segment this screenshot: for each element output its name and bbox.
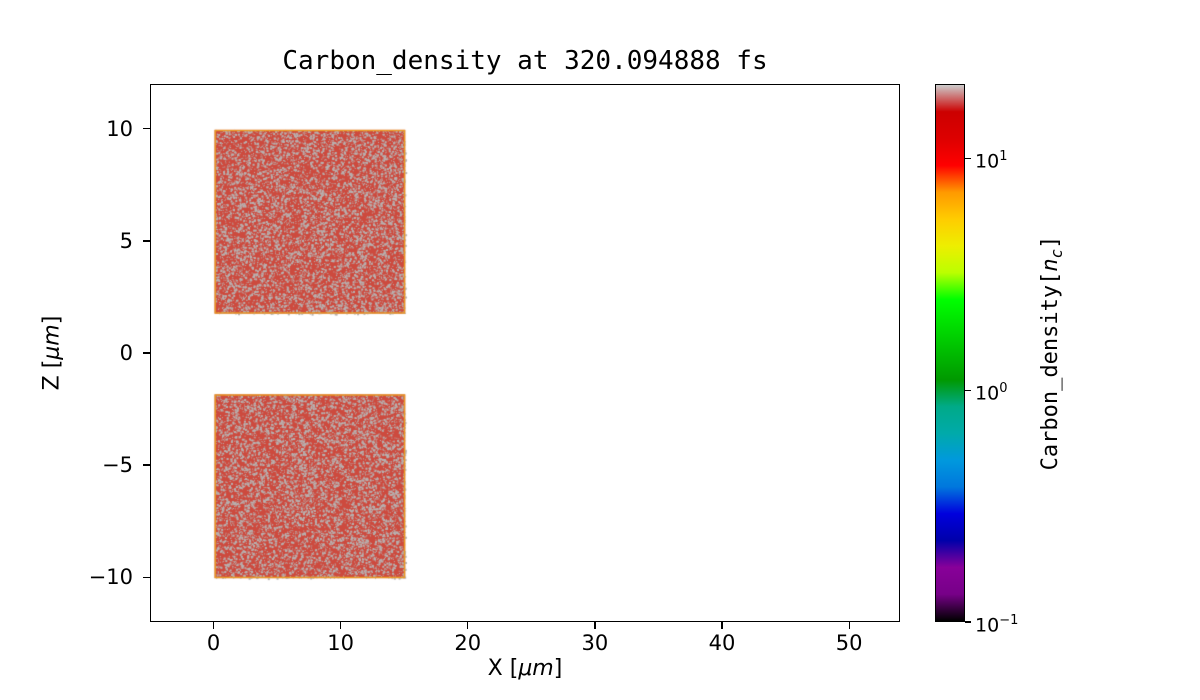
- x-tick: [848, 622, 850, 629]
- x-tick-label: 40: [708, 631, 736, 655]
- x-tick-label: 30: [581, 631, 609, 655]
- y-tick-label: −10: [88, 565, 133, 590]
- x-tick: [721, 622, 723, 629]
- y-tick-label: 5: [119, 228, 133, 253]
- colorbar-label: Carbon_density[nc]: [1038, 236, 1066, 471]
- colorbar-tick: [965, 621, 971, 623]
- x-tick: [594, 622, 596, 629]
- density-heatmap-canvas: [151, 85, 899, 621]
- y-tick-label: 0: [119, 341, 133, 365]
- y-axis-label-post: ]: [39, 315, 65, 325]
- y-tick: [143, 128, 150, 130]
- plot-area: [150, 84, 900, 622]
- colorbar-label-math: n: [1037, 258, 1063, 272]
- colorbar-tick-mantissa: 10: [975, 150, 1000, 173]
- y-tick-label: 10: [106, 116, 133, 141]
- x-tick-label: 20: [454, 631, 482, 655]
- x-tick: [467, 622, 469, 629]
- y-tick-label: −5: [102, 453, 133, 478]
- colorbar-tick-mantissa: 10: [975, 382, 1000, 405]
- y-tick: [143, 464, 150, 466]
- colorbar-tick: [965, 157, 971, 159]
- colorbar-tick-label: 100: [975, 377, 1007, 405]
- x-tick: [340, 622, 342, 629]
- x-tick-label: 0: [206, 631, 221, 655]
- colorbar-tick-exponent: 1: [999, 149, 1008, 165]
- y-tick: [143, 240, 150, 242]
- x-tick: [212, 622, 215, 629]
- x-axis-label-math: μm: [518, 656, 554, 681]
- colorbar-label-sub: c: [1047, 248, 1067, 259]
- colorbar-tick-label: 101: [975, 145, 1007, 173]
- colorbar-tick-exponent: −1: [999, 613, 1019, 628]
- colorbar-label-post: ]: [1037, 235, 1063, 249]
- y-tick: [143, 352, 150, 354]
- x-tick-label: 10: [327, 631, 355, 655]
- chart-title: Carbon_density at 320.094888 fs: [282, 46, 768, 76]
- colorbar-tick-label: 10−1: [975, 609, 1018, 637]
- colorbar-tick: [965, 389, 971, 391]
- x-tick-label: 50: [835, 631, 863, 655]
- x-axis-label-pre: X [: [487, 656, 519, 681]
- colorbar-tick-exponent: 0: [999, 381, 1008, 397]
- colorbar: [935, 84, 965, 622]
- colorbar-label-pre: Carbon_density[: [1037, 271, 1063, 471]
- colorbar-tick-mantissa: 10: [975, 614, 1000, 637]
- y-tick: [143, 576, 150, 578]
- x-axis-label: X [μm]: [150, 656, 900, 681]
- x-axis-label-post: ]: [553, 656, 563, 681]
